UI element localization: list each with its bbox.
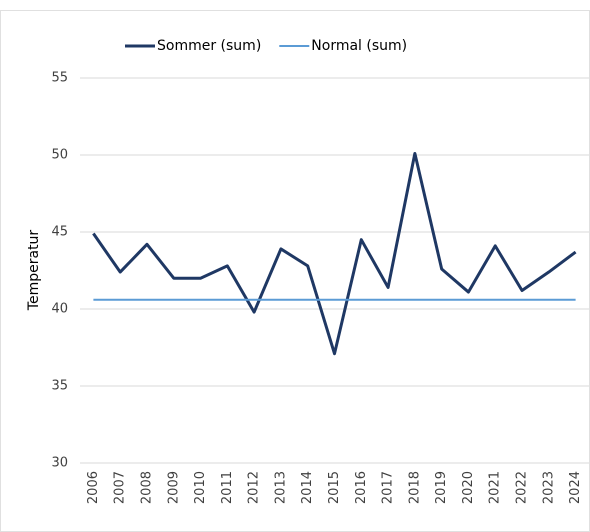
y-tick-label: 50 bbox=[51, 148, 68, 163]
x-tick-label: 2016 bbox=[354, 471, 369, 504]
x-tick-label: 2024 bbox=[568, 471, 583, 504]
chart-frame bbox=[0, 10, 590, 532]
x-tick-label: 2020 bbox=[461, 471, 476, 504]
y-tick-label: 40 bbox=[51, 302, 68, 317]
y-tick-label: 35 bbox=[51, 379, 68, 394]
x-tick-label: 2015 bbox=[327, 471, 342, 504]
x-tick-label: 2011 bbox=[220, 471, 235, 504]
x-tick-label: 2006 bbox=[86, 471, 101, 504]
y-tick-label: 45 bbox=[51, 225, 68, 240]
y-axis-label: Temperatur bbox=[26, 230, 42, 312]
x-tick-label: 2007 bbox=[113, 471, 128, 504]
series-line bbox=[92, 151, 577, 356]
x-tick-label: 2018 bbox=[407, 471, 422, 504]
x-tick-label: 2023 bbox=[541, 471, 556, 504]
x-tick-label: 2010 bbox=[193, 471, 208, 504]
y-tick-label: 55 bbox=[51, 71, 68, 86]
legend-label: Normal (sum) bbox=[311, 38, 407, 54]
x-tick-label: 2009 bbox=[166, 471, 181, 504]
y-tick-label: 30 bbox=[51, 456, 68, 471]
x-tick-label: 2008 bbox=[139, 471, 154, 504]
legend-label: Sommer (sum) bbox=[157, 38, 261, 54]
x-tick-label: 2013 bbox=[273, 471, 288, 504]
x-tick-label: 2019 bbox=[434, 471, 449, 504]
x-tick-label: 2012 bbox=[247, 471, 262, 504]
x-tick-label: 2017 bbox=[381, 471, 396, 504]
x-tick-label: 2014 bbox=[300, 471, 315, 504]
x-tick-label: 2022 bbox=[515, 471, 530, 504]
x-tick-label: 2021 bbox=[488, 471, 503, 504]
